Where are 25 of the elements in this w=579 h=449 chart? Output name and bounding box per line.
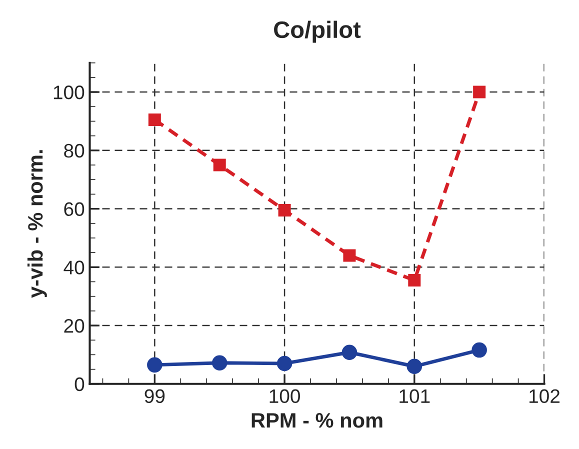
y-tick-label: 0 — [74, 377, 84, 392]
chart-title: Co/pilot — [274, 20, 361, 43]
y-tick-label: 40 — [64, 260, 84, 274]
point — [148, 114, 161, 126]
x-axis-title: RPM - % nom — [252, 413, 382, 428]
point — [408, 274, 421, 287]
x-tick-label: 99 — [144, 389, 165, 404]
point — [342, 344, 358, 360]
y-tick-label: 80 — [64, 144, 84, 158]
point — [472, 342, 487, 358]
point — [278, 204, 291, 216]
y-tick-label: 20 — [64, 318, 84, 333]
y-axis-title: y-vib - % norm. — [27, 150, 47, 298]
x-tick-label: 102 — [530, 389, 560, 404]
point — [212, 355, 228, 371]
point — [276, 356, 292, 372]
point — [406, 358, 422, 374]
y-tick-label: 60 — [64, 202, 84, 216]
point — [473, 86, 486, 98]
y-tick-label: 100 — [54, 86, 84, 100]
point — [147, 357, 162, 373]
x-tick-label: 100 — [270, 389, 300, 404]
point — [213, 158, 226, 172]
x-tick-label: 101 — [400, 389, 430, 404]
point — [343, 249, 356, 262]
